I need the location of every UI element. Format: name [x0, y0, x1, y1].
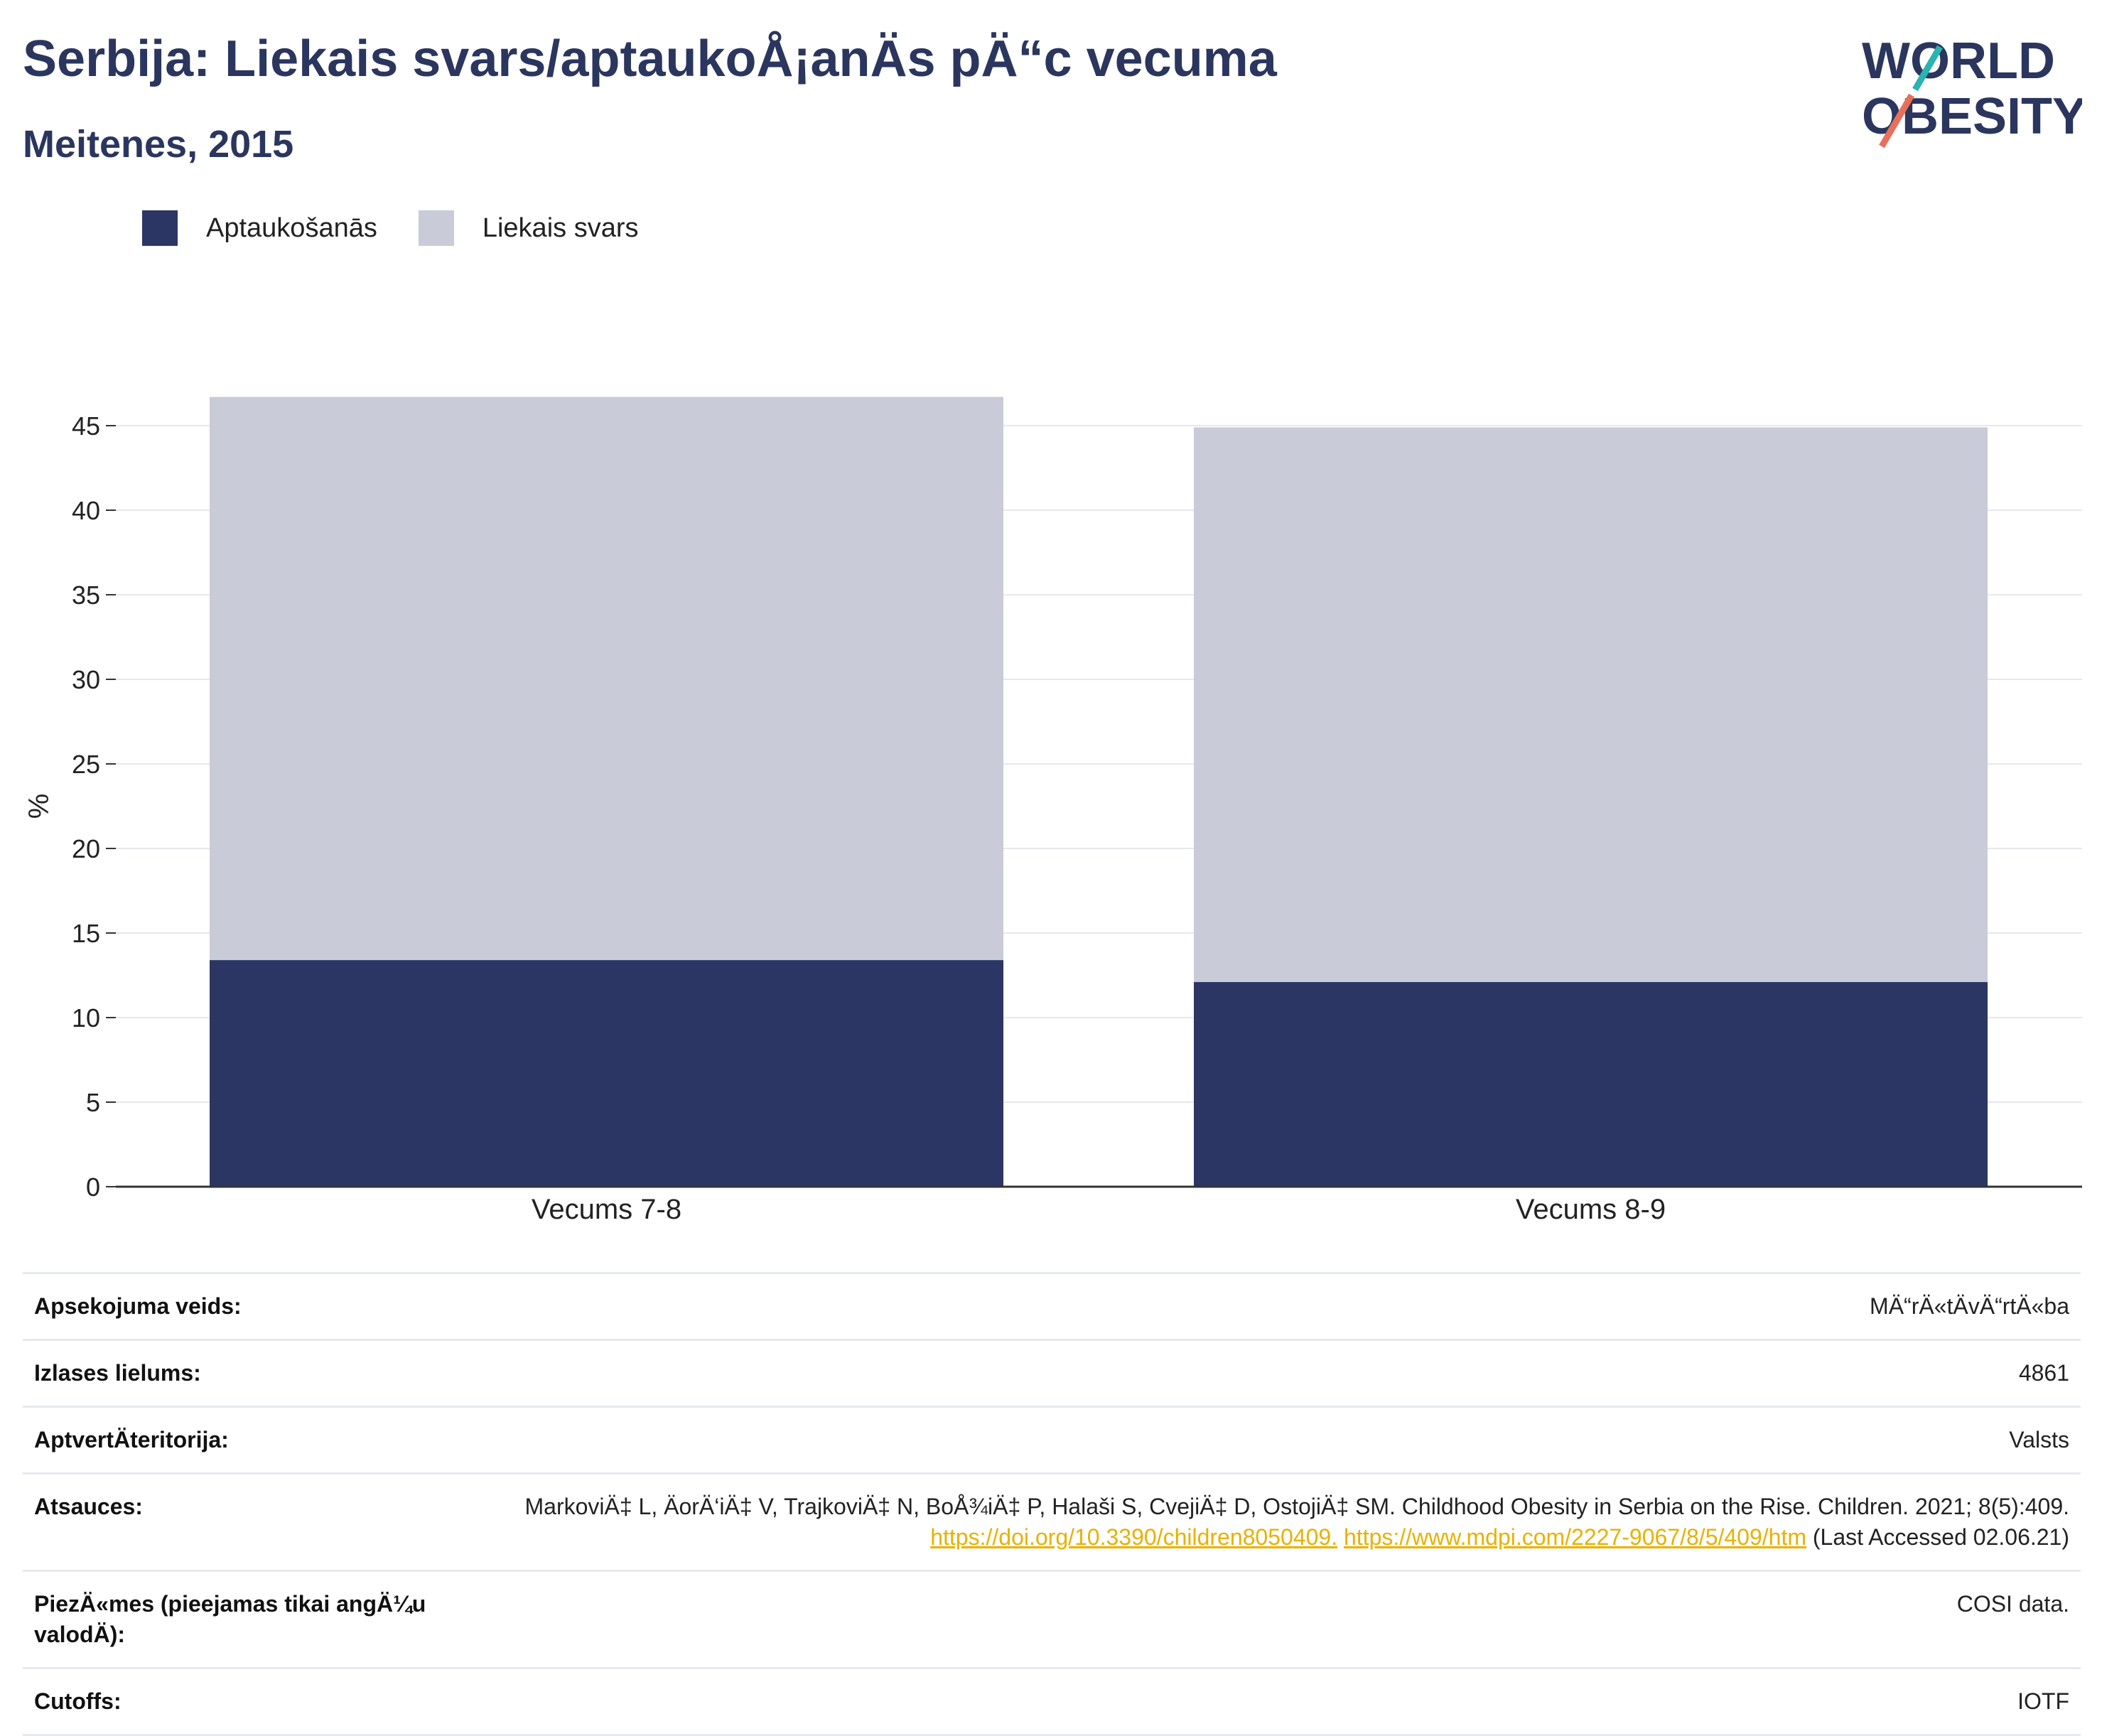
meta-label: PiezÄ«mes (pieejamas tikai angÄ¼u valodÄ… — [34, 1591, 426, 1647]
y-tick-label: 10 — [72, 1003, 100, 1033]
chart-subtitle: Meitenes, 2015 — [23, 123, 294, 166]
meta-row-notes: PiezÄ«mes (pieejamas tikai angÄ¼u valodÄ… — [23, 1570, 2081, 1667]
bar-obesity — [210, 960, 1003, 1187]
doi-link[interactable]: https://doi.org/10.3390/children8050409. — [930, 1524, 1338, 1550]
y-tick-label: 0 — [86, 1172, 100, 1202]
metadata-table: Apsekojuma veids: MÄ“rÄ«tÄvÄ“rtÄ«ba Izla… — [23, 1272, 2081, 1736]
reference-text: MarkoviÄ‡ L, ÄorÄ‘iÄ‡ V, TrajkoviÄ‡ N, B… — [524, 1494, 2070, 1519]
meta-value: IOTF — [2017, 1688, 2069, 1714]
bar-overweight — [210, 397, 1003, 961]
bar-obesity — [1194, 982, 1988, 1187]
bar-overweight — [1194, 427, 1988, 983]
y-tick-label: 20 — [72, 834, 100, 863]
meta-row-coverage: AptvertÄteritorija: Valsts — [23, 1406, 2081, 1472]
meta-label: Apsekojuma veids: — [34, 1293, 242, 1319]
legend-swatch-overweight — [418, 210, 454, 246]
legend-label-obesity: Aptaukošanās — [206, 212, 377, 243]
meta-row-sample-size: Izlases lielums: 4861 — [23, 1339, 2081, 1406]
svg-text:WORLD: WORLD — [1862, 33, 2055, 90]
y-tick-label: 45 — [72, 411, 100, 441]
chart-legend: Aptaukošanās Liekais svars — [142, 210, 679, 246]
meta-value: MÄ“rÄ«tÄvÄ“rtÄ«ba — [1870, 1293, 2069, 1319]
legend-label-overweight: Liekais svars — [482, 212, 639, 243]
y-tick-label: 25 — [72, 750, 100, 779]
meta-value: COSI data. — [1956, 1591, 2069, 1617]
y-tick-label: 15 — [72, 919, 100, 948]
legend-item-obesity: Aptaukošanās — [142, 210, 377, 246]
x-tick-label: Vecums 7-8 — [532, 1194, 681, 1225]
meta-label: Atsauces: — [34, 1494, 143, 1519]
meta-row-survey-type: Apsekojuma veids: MÄ“rÄ«tÄvÄ“rtÄ«ba — [23, 1272, 2081, 1339]
mdpi-link[interactable]: https://www.mdpi.com/2227-9067/8/5/409/h… — [1343, 1524, 1806, 1550]
y-tick-label: 5 — [86, 1088, 100, 1117]
reference-accessed: (Last Accessed 02.06.21) — [1806, 1524, 2069, 1550]
y-tick-label: 40 — [72, 496, 100, 525]
x-tick-label: Vecums 8-9 — [1516, 1194, 1666, 1225]
y-axis-label: % — [23, 794, 55, 819]
meta-label: Cutoffs: — [34, 1688, 122, 1714]
y-tick-label: 30 — [72, 665, 100, 694]
y-tick-label: 35 — [72, 581, 100, 610]
meta-value-references: MarkoviÄ‡ L, ÄorÄ‘iÄ‡ V, TrajkoviÄ‡ N, B… — [506, 1492, 2070, 1553]
meta-value: 4861 — [2018, 1360, 2069, 1386]
meta-row-references: Atsauces: MarkoviÄ‡ L, ÄorÄ‘iÄ‡ V, Trajk… — [23, 1472, 2081, 1570]
legend-item-overweight: Liekais svars — [418, 210, 639, 246]
world-obesity-logo: WORLD OBESITY — [1862, 33, 2082, 149]
meta-label: Izlases lielums: — [34, 1360, 201, 1386]
stacked-bar-chart: 0 5 10 15 20 25 30 35 40 45% Vecums 7-8 Vecums 8-9 — [23, 397, 2082, 1225]
meta-label: AptvertÄteritorija: — [34, 1427, 229, 1452]
meta-row-cutoffs: Cutoffs: IOTF — [23, 1667, 2081, 1736]
meta-value: Valsts — [2009, 1427, 2069, 1452]
legend-swatch-obesity — [142, 210, 178, 246]
chart-title: Serbija: Liekais svars/aptaukoÅ¡anÄs pÄ“… — [23, 31, 1277, 87]
